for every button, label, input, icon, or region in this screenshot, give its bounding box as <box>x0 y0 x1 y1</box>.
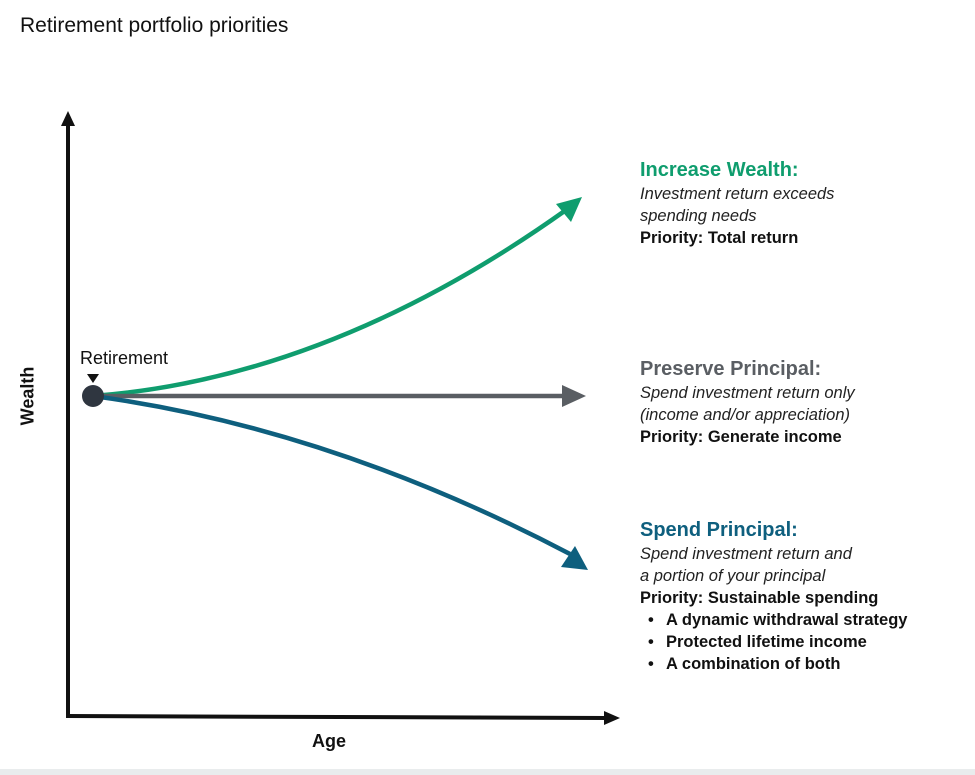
preserve-principal-heading: Preserve Principal: <box>640 358 822 380</box>
spend-principal-desc-2: a portion of your principal <box>640 567 826 585</box>
spend-principal-priority: Priority: Sustainable spending <box>640 589 879 607</box>
page-title: Retirement portfolio priorities <box>20 14 289 37</box>
spend-principal-curve <box>92 393 572 556</box>
retirement-label: Retirement <box>80 348 169 368</box>
preserve-principal-block: Preserve Principal: Spend investment ret… <box>640 356 970 448</box>
retirement-dot <box>82 385 104 407</box>
spend-principal-options: A dynamic withdrawal strategy Protected … <box>640 609 970 675</box>
preserve-principal-desc-1: Spend investment return only <box>640 384 855 402</box>
spend-principal-arrowhead <box>561 546 588 570</box>
increase-wealth-desc-1: Investment return exceeds <box>640 185 835 203</box>
list-item: A dynamic withdrawal strategy <box>648 609 970 631</box>
spend-principal-heading: Spend Principal: <box>640 519 798 541</box>
retirement-marker-triangle <box>87 374 99 383</box>
preserve-principal-arrowhead <box>562 385 586 407</box>
list-item: A combination of both <box>648 653 970 675</box>
spend-principal-block: Spend Principal: Spend investment return… <box>640 517 970 675</box>
increase-wealth-heading: Increase Wealth: <box>640 159 799 181</box>
increase-wealth-arrowhead <box>556 197 582 222</box>
preserve-principal-priority: Priority: Generate income <box>640 428 842 446</box>
x-axis-label: Age <box>312 731 347 751</box>
increase-wealth-curve <box>92 208 568 399</box>
increase-wealth-desc-2: spending needs <box>640 207 757 225</box>
preserve-principal-desc-2: (income and/or appreciation) <box>640 406 851 424</box>
x-axis-arrowhead <box>604 711 620 725</box>
increase-wealth-priority: Priority: Total return <box>640 229 799 247</box>
spend-principal-desc-1: Spend investment return and <box>640 545 852 563</box>
list-item: Protected lifetime income <box>648 631 970 653</box>
x-axis <box>65 714 607 720</box>
footer-band <box>0 769 975 775</box>
y-axis-label: Wealth <box>17 366 38 426</box>
y-axis-arrowhead <box>61 111 75 126</box>
increase-wealth-block: Increase Wealth: Investment return excee… <box>640 157 970 249</box>
